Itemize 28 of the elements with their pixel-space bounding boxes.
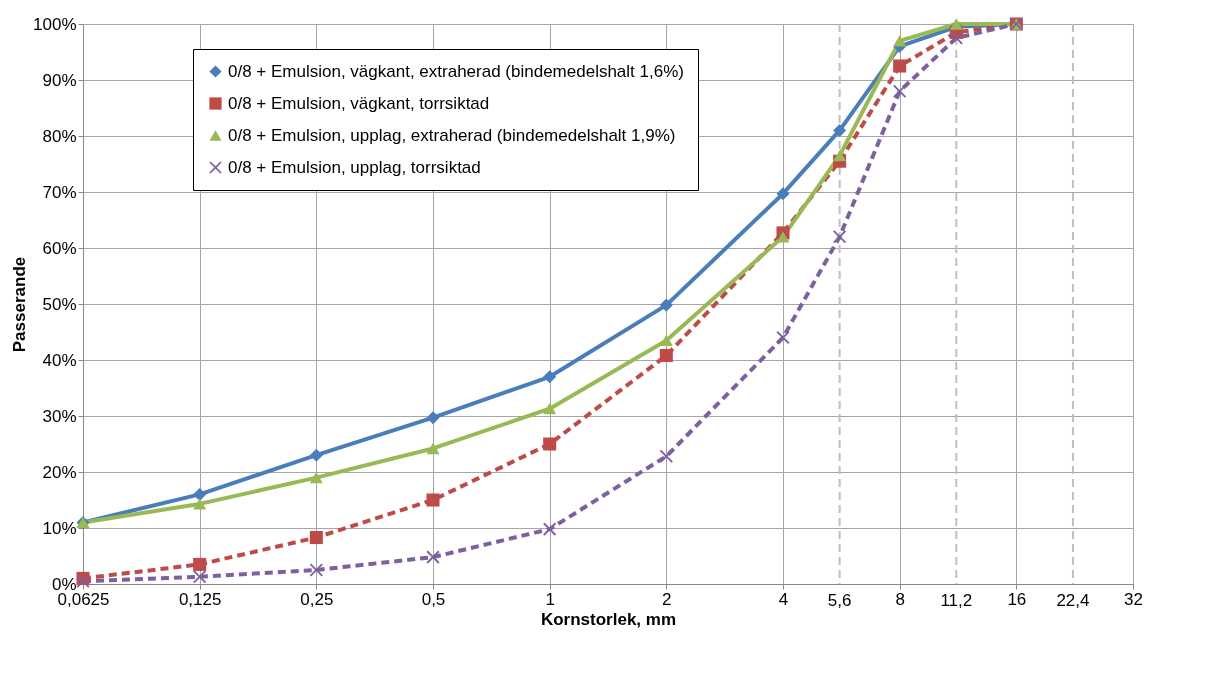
x-axis-title: Kornstorlek, mm [540,609,677,629]
y-tick-label: 60% [42,238,77,258]
y-tick-label: 10% [42,518,77,538]
x-tick-label: 8 [895,589,905,609]
x-tick-label: 32 [1124,589,1143,609]
x-tick-label: 1 [545,589,555,609]
ref-line-label: 22,4 [1056,591,1090,610]
y-tick-label: 40% [42,350,77,370]
legend-label: 0/8 + Emulsion, vägkant, torrsiktad [228,93,490,113]
y-tick-label: 90% [42,70,77,90]
legend-label: 0/8 + Emulsion, vägkant, extraherad (bindemedelshalt 1,6%) [228,61,684,81]
x-tick-label: 4 [778,589,789,609]
x-tick-label: 0,5 [421,589,446,609]
x-tick-label: 16 [1007,589,1027,609]
y-tick-label: 80% [42,126,77,146]
ref-line-label: 5,6 [827,591,852,610]
x-tick-label: 0,25 [300,589,334,609]
y-tick-label: 20% [42,462,77,482]
y-axis-title: Passerande [10,256,30,353]
y-tick-label: 50% [42,294,77,314]
x-tick-label: 2 [662,589,672,609]
y-tick-label: 100% [33,14,77,34]
ref-line-label: 11,2 [940,591,973,610]
y-tick-label: 70% [42,182,77,202]
legend-label: 0/8 + Emulsion, upplag, extraherad (bindemedelshalt 1,9%) [228,125,676,145]
x-tick-label: 0,125 [178,589,222,609]
legend-label: 0/8 + Emulsion, upplag, torrsiktad [228,157,481,177]
y-tick-label: 30% [42,406,77,426]
